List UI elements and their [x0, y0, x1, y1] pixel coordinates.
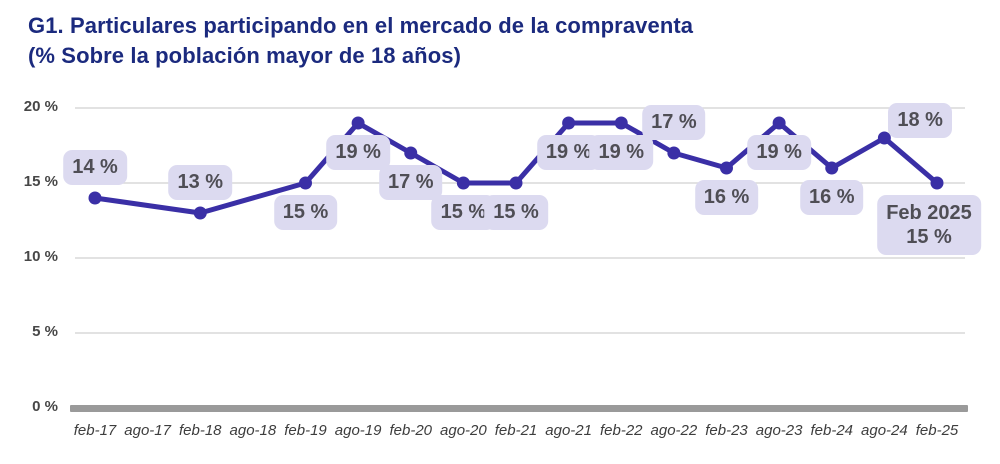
data-label-line: Feb 2025 — [886, 202, 972, 224]
data-label-feb-17: 14 % — [63, 150, 127, 185]
data-point-feb-20 — [404, 146, 418, 160]
x-axis-label: feb-21 — [494, 422, 538, 439]
data-label-feb-20: 17 % — [378, 165, 443, 200]
x-axis-label: feb-17 — [73, 422, 117, 439]
y-axis-label: 15 % — [23, 173, 58, 190]
y-axis-label: 0 % — [32, 398, 58, 415]
data-point-feb-22 — [614, 116, 628, 130]
x-axis-label: ago-20 — [440, 422, 487, 439]
data-point-ago-23 — [772, 116, 786, 130]
x-axis-label: feb-18 — [178, 422, 222, 439]
data-label-ago-22: 17 % — [642, 105, 706, 140]
x-axis-label: ago-17 — [124, 422, 171, 439]
y-axis-label: 5 % — [32, 323, 58, 340]
x-axis-label: feb-22 — [599, 422, 643, 439]
data-label-ago-19: 19 % — [326, 135, 390, 170]
data-label-line: 15 % — [906, 226, 952, 248]
x-axis-baseline — [70, 405, 968, 412]
data-point-ago-21 — [562, 116, 576, 130]
data-label-feb-18: 13 % — [168, 165, 233, 200]
x-axis-label: ago-22 — [650, 422, 698, 439]
x-axis-label: feb-24 — [810, 422, 854, 439]
data-point-feb-23 — [720, 161, 733, 175]
x-axis-label: ago-18 — [229, 422, 277, 439]
x-axis-label: ago-19 — [334, 422, 382, 439]
data-label-ago-24: 18 % — [888, 103, 952, 138]
data-point-feb-24 — [825, 161, 839, 175]
data-point-feb-21 — [509, 176, 523, 190]
data-point-feb-17 — [88, 191, 102, 205]
y-axis-label: 20 % — [23, 98, 58, 115]
x-axis-label: feb-25 — [915, 422, 959, 439]
data-point-ago-19 — [351, 116, 365, 130]
chart-header: G1. Particulares participando en el merc… — [28, 11, 788, 71]
data-label-feb-19: 15 % — [273, 195, 338, 230]
x-axis-label: ago-23 — [755, 422, 803, 439]
data-point-feb-25 — [930, 176, 944, 190]
x-axis-label: feb-20 — [389, 422, 433, 439]
data-label-feb-22: 19 % — [589, 135, 654, 170]
data-label-feb-23: 16 % — [694, 180, 759, 215]
data-point-ago-20 — [456, 176, 470, 190]
data-point-ago-22 — [667, 146, 681, 160]
chart-title: G1. Particulares participando en el merc… — [28, 13, 694, 38]
data-label-feb-21: 15 % — [484, 195, 548, 230]
data-point-feb-19 — [299, 176, 312, 190]
data-label-feb-25: Feb 2025 15 % — [877, 195, 981, 255]
data-label-feb-24: 16 % — [799, 180, 864, 215]
x-axis-label: feb-23 — [705, 422, 748, 439]
y-axis-label: 10 % — [23, 248, 58, 265]
data-point-feb-18 — [193, 206, 207, 220]
x-axis-label: feb-19 — [284, 422, 327, 439]
x-axis-label: ago-21 — [545, 422, 592, 439]
data-label-ago-23: 19 % — [747, 135, 811, 170]
x-axis-label: ago-24 — [861, 422, 908, 439]
data-point-ago-24 — [877, 131, 891, 145]
chart-subtitle: (% Sobre la población mayor de 18 años) — [28, 43, 462, 68]
